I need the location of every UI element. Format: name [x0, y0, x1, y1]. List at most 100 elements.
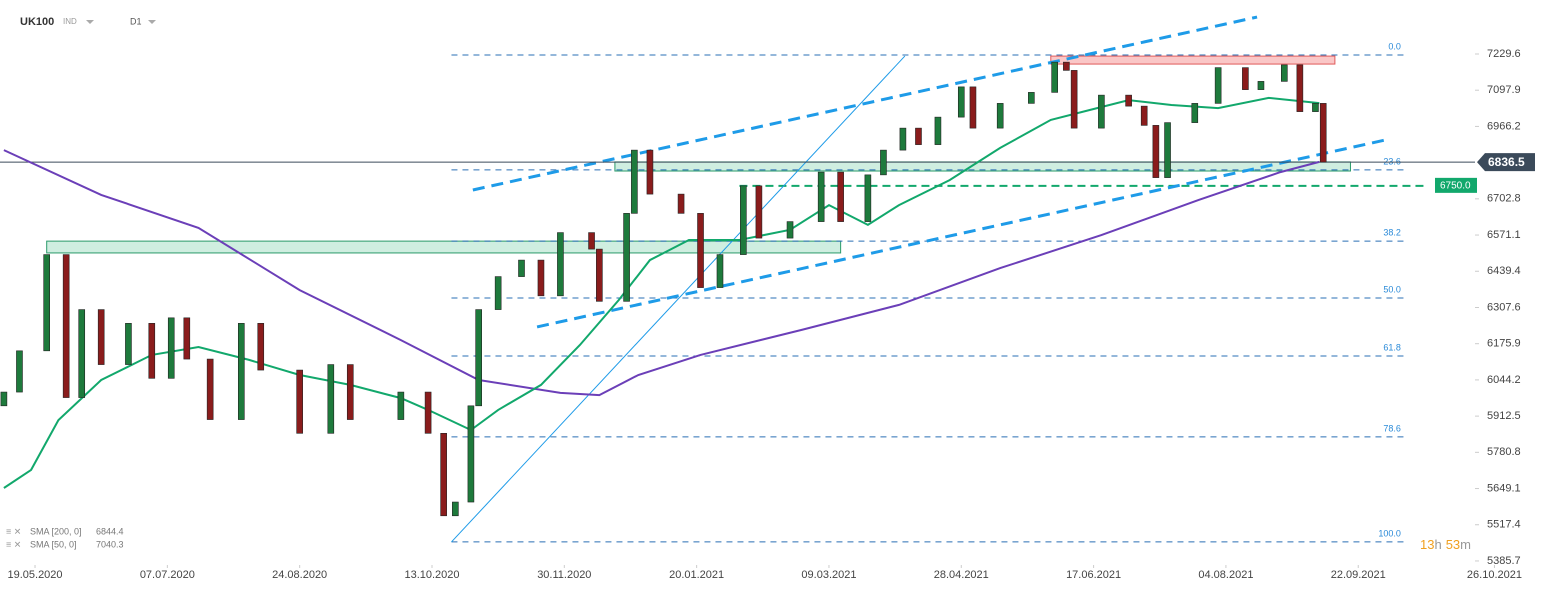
candle	[424, 391, 432, 434]
candle	[346, 364, 354, 420]
y-tick-label: 5517.4	[1487, 519, 1521, 531]
countdown-part: h	[1434, 537, 1441, 552]
candle	[646, 149, 654, 195]
x-tick-label: 09.03.2021	[801, 569, 856, 581]
sma-line	[3, 96, 1320, 489]
candle	[1296, 64, 1304, 112]
candle	[1319, 103, 1327, 163]
candle	[1242, 67, 1249, 90]
fib-label: 0.0	[1388, 41, 1401, 51]
dropdown-arrow[interactable]	[86, 20, 94, 24]
countdown: 13h 53m	[1420, 537, 1471, 552]
symbol: UK100	[20, 16, 54, 28]
candle	[237, 323, 245, 420]
candle	[43, 254, 51, 352]
candle	[631, 149, 638, 214]
y-tick-label: 6439.4	[1487, 265, 1521, 277]
y-tick-label: 6571.1	[1487, 229, 1521, 241]
last-price-label: 6836.5	[1488, 155, 1525, 169]
candle	[716, 254, 724, 288]
candle	[817, 171, 825, 222]
candle	[1191, 103, 1199, 123]
x-tick-label: 07.07.2020	[140, 569, 195, 581]
candle	[397, 391, 405, 420]
candle	[440, 433, 447, 517]
countdown-part: 13	[1420, 537, 1434, 552]
candle	[677, 193, 685, 214]
timeframe[interactable]: D1	[130, 16, 142, 26]
candle	[1063, 61, 1070, 71]
legend-value: 6844.4	[96, 526, 124, 536]
candle	[16, 350, 23, 393]
dropdown-arrow[interactable]	[148, 20, 156, 24]
candle	[1164, 122, 1171, 178]
x-tick-label: 17.06.2021	[1066, 569, 1121, 581]
fib-label: 100.0	[1378, 528, 1401, 538]
legend-name: SMA [200, 0]	[30, 526, 82, 536]
candle	[518, 259, 525, 277]
y-tick-label: 5649.1	[1487, 482, 1521, 494]
fib-label: 23.6	[1383, 156, 1401, 166]
candle	[148, 323, 156, 379]
fib-label: 61.8	[1383, 342, 1401, 352]
candle	[1125, 94, 1132, 107]
candle	[899, 127, 907, 151]
last-price-badge	[1477, 153, 1535, 172]
trendline	[472, 15, 1258, 192]
x-tick-label: 28.04.2021	[934, 569, 989, 581]
candle	[296, 369, 303, 434]
candle	[596, 248, 603, 302]
candle	[206, 358, 214, 420]
candle	[969, 86, 977, 129]
candle	[183, 317, 191, 360]
x-tick-label: 24.08.2020	[272, 569, 327, 581]
y-tick-label: 6044.2	[1487, 374, 1521, 386]
candle	[837, 171, 844, 222]
instrument-type: IND	[63, 17, 77, 26]
candle	[740, 185, 747, 255]
x-tick-label: 19.05.2020	[7, 569, 62, 581]
fib-label: 38.2	[1383, 227, 1401, 237]
candle	[697, 213, 704, 288]
candle	[0, 391, 8, 407]
x-tick-label: 04.08.2021	[1198, 569, 1253, 581]
support-label: 6750.0	[1440, 180, 1471, 191]
zone	[46, 240, 842, 254]
y-tick-label: 6966.2	[1487, 120, 1521, 132]
candle	[934, 116, 942, 145]
x-tick-label: 13.10.2020	[404, 569, 459, 581]
y-tick-label: 6702.8	[1487, 193, 1521, 205]
y-tick-label: 5385.7	[1487, 555, 1521, 567]
candle	[880, 149, 887, 176]
zone	[1050, 55, 1336, 65]
candle	[1152, 125, 1160, 178]
candle	[125, 323, 132, 365]
candle	[1257, 81, 1265, 90]
candle	[786, 221, 794, 239]
support-badge	[1435, 177, 1477, 193]
candle	[1281, 64, 1288, 82]
candle	[78, 309, 86, 398]
y-tick-label: 5912.5	[1487, 410, 1521, 422]
trendline	[536, 138, 1386, 329]
countdown-part: 53	[1446, 537, 1460, 552]
legend-icon: ≡ ✕	[6, 526, 21, 536]
sma-line	[3, 149, 1320, 397]
candle	[1098, 94, 1105, 129]
y-tick-label: 7229.6	[1487, 48, 1521, 60]
candle	[623, 213, 630, 302]
candle	[864, 174, 872, 222]
candle	[452, 501, 459, 517]
y-tick-label: 6307.6	[1487, 301, 1521, 313]
x-tick-label: 26.10.2021	[1467, 569, 1522, 581]
candle	[257, 323, 265, 371]
candle	[1070, 70, 1078, 129]
candle	[97, 309, 105, 365]
x-tick-label: 30.11.2020	[537, 569, 591, 581]
candle	[1312, 103, 1319, 112]
candle	[1214, 67, 1222, 104]
candle	[1140, 105, 1148, 126]
y-tick-label: 6175.9	[1487, 338, 1521, 350]
y-tick-label: 7097.9	[1487, 84, 1521, 96]
